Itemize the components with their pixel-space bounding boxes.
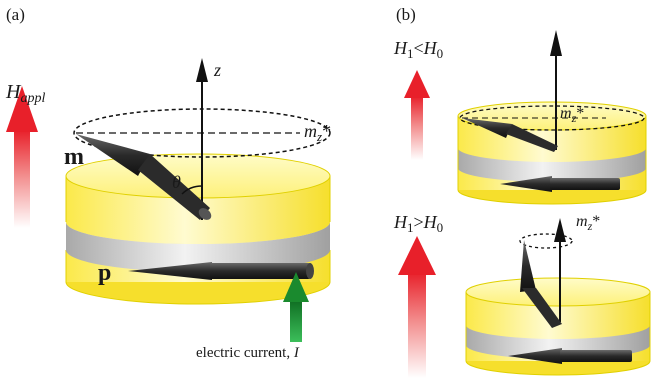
precession-orbit-b-top xyxy=(459,105,645,131)
z-axis-b-bottom xyxy=(554,218,566,322)
z-axis xyxy=(196,58,208,220)
condition-label-top: H1<H0 xyxy=(393,38,443,61)
free-magnetization-arrow xyxy=(76,134,212,220)
pillar-a xyxy=(65,153,331,305)
theta-arc xyxy=(181,185,203,195)
mz-star-label-a: mz* xyxy=(304,121,331,144)
condition-label-bottom: H1>H0 xyxy=(393,212,443,235)
precession-orbit-a xyxy=(73,108,331,158)
reference-arrow-b-top xyxy=(500,176,620,192)
precession-orbit-b-bottom xyxy=(519,233,573,249)
free-arrow-b-top xyxy=(462,118,558,152)
m-label: m xyxy=(64,144,84,170)
field-arrow-large xyxy=(398,236,436,378)
field-arrow-small xyxy=(404,70,430,160)
mz-star-label-b-top: mz* xyxy=(560,105,584,125)
electric-current-label: electric current, I xyxy=(196,345,300,361)
panel-a-label: (a) xyxy=(6,5,25,24)
electric-current-arrow xyxy=(283,272,309,342)
panel-b-label: (b) xyxy=(396,5,416,24)
applied-field-label: Happl xyxy=(5,81,45,106)
reference-arrow-b-bottom xyxy=(508,348,632,364)
reference-magnetization-arrow xyxy=(128,262,314,280)
z-axis-b-top xyxy=(550,30,562,150)
applied-field-arrow xyxy=(6,86,38,228)
p-label: p xyxy=(98,260,111,286)
mz-star-label-b-bottom: mz* xyxy=(576,213,600,233)
z-axis-label: z xyxy=(213,60,221,80)
free-arrow-b-bottom xyxy=(520,240,562,328)
theta-label: θ xyxy=(172,172,181,192)
